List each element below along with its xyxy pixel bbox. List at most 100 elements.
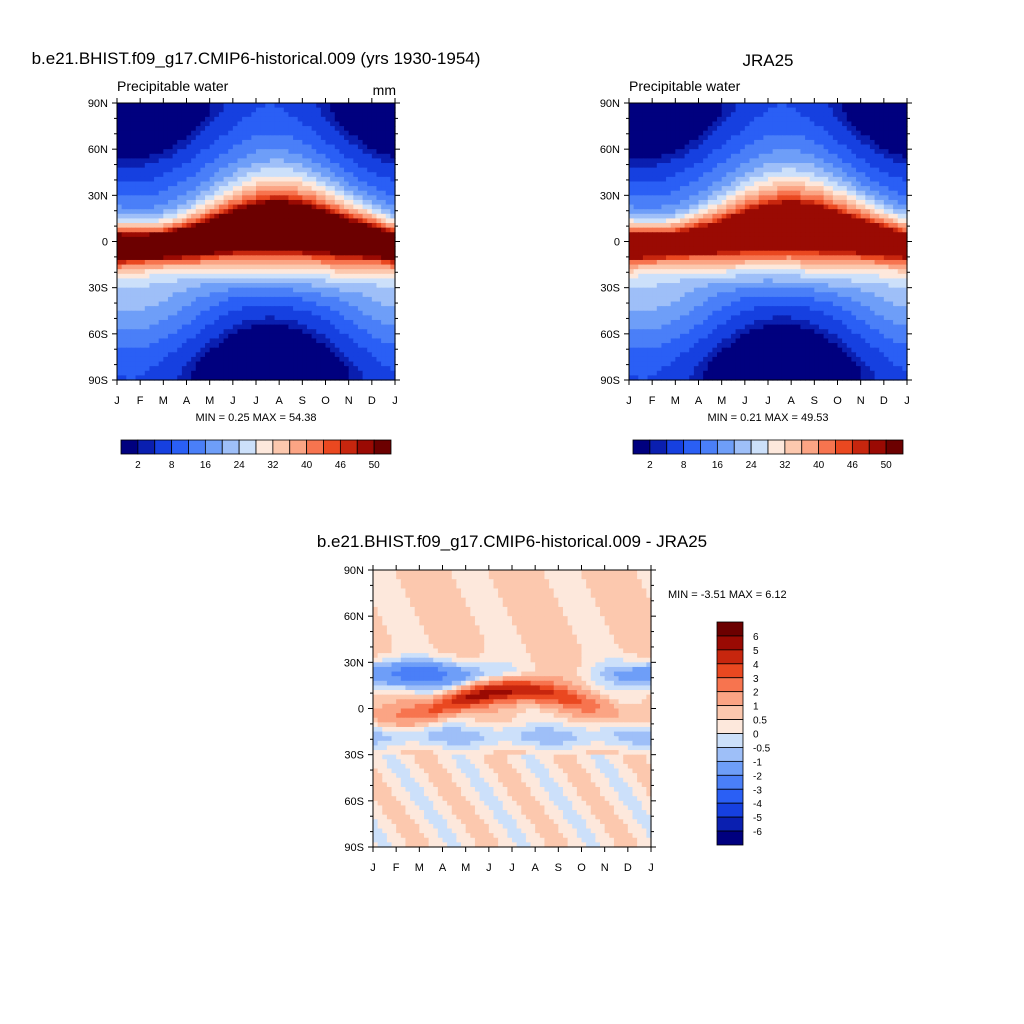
heatmap-cell bbox=[781, 153, 788, 159]
heatmap-cell bbox=[768, 195, 774, 201]
heatmap-cell bbox=[121, 375, 127, 381]
heatmap-cell bbox=[269, 319, 276, 326]
heatmap-cell bbox=[818, 195, 825, 201]
heatmap-cell bbox=[144, 112, 151, 118]
y-tick-label: 90S bbox=[88, 375, 108, 387]
heatmap-cell bbox=[158, 375, 164, 381]
heatmap-cell bbox=[357, 103, 364, 109]
heatmap-cell bbox=[763, 190, 769, 196]
colorbar-swatch bbox=[339, 439, 358, 455]
heatmap-cell bbox=[367, 139, 373, 146]
heatmap-cell bbox=[256, 186, 262, 192]
heatmap-cell bbox=[330, 278, 336, 284]
heatmap-cell bbox=[311, 139, 317, 146]
heatmap-cell bbox=[121, 306, 127, 312]
heatmap-cell bbox=[200, 176, 206, 183]
heatmap-cell bbox=[293, 181, 299, 187]
heatmap-cell bbox=[167, 366, 174, 372]
heatmap-cell bbox=[223, 232, 229, 238]
heatmap-cell bbox=[149, 283, 155, 289]
heatmap-cell bbox=[306, 356, 313, 363]
heatmap-cell bbox=[274, 255, 280, 261]
heatmap-cell bbox=[302, 144, 308, 150]
heatmap-cell bbox=[357, 250, 364, 256]
heatmap-cell bbox=[209, 375, 215, 381]
heatmap-cell bbox=[177, 186, 183, 192]
heatmap-cell bbox=[130, 158, 137, 164]
heatmap-cell bbox=[163, 186, 169, 192]
heatmap-cell bbox=[181, 306, 188, 312]
heatmap-cell bbox=[279, 232, 285, 238]
heatmap-cell bbox=[376, 264, 382, 270]
heatmap-cell bbox=[205, 241, 211, 247]
heatmap-cell bbox=[117, 301, 123, 307]
heatmap-cell bbox=[357, 181, 364, 187]
heatmap-cell bbox=[768, 107, 774, 113]
heatmap-cell bbox=[265, 356, 271, 363]
heatmap-cell bbox=[158, 103, 164, 109]
heatmap-cell bbox=[777, 130, 783, 136]
heatmap-cell bbox=[795, 144, 802, 150]
heatmap-cell bbox=[130, 255, 137, 261]
heatmap-cell bbox=[144, 167, 151, 173]
heatmap-cell bbox=[223, 241, 229, 247]
heatmap-cell bbox=[805, 144, 811, 150]
heatmap-cell bbox=[320, 241, 327, 247]
heatmap-cell bbox=[311, 347, 317, 353]
heatmap-cell bbox=[205, 292, 211, 298]
heatmap-cell bbox=[320, 273, 327, 280]
heatmap-cell bbox=[130, 186, 137, 192]
heatmap-cell bbox=[223, 213, 229, 220]
heatmap-cell bbox=[274, 296, 280, 303]
heatmap-cell bbox=[846, 176, 852, 183]
heatmap-cell bbox=[117, 167, 123, 173]
heatmap-cell bbox=[362, 199, 368, 206]
heatmap-cell bbox=[362, 283, 368, 289]
heatmap-cell bbox=[154, 209, 160, 215]
heatmap-cell bbox=[381, 121, 387, 127]
heatmap-cell bbox=[260, 264, 266, 270]
heatmap-cell bbox=[181, 259, 188, 266]
heatmap-cell bbox=[232, 269, 239, 275]
heatmap-cell bbox=[325, 232, 331, 238]
heatmap-cell bbox=[186, 121, 192, 127]
heatmap-cell bbox=[302, 213, 308, 220]
heatmap-cell bbox=[228, 236, 234, 243]
heatmap-cell bbox=[791, 126, 797, 132]
heatmap-cell bbox=[232, 306, 239, 312]
heatmap-cell bbox=[279, 324, 285, 330]
heatmap-cell bbox=[214, 227, 220, 233]
heatmap-cell bbox=[242, 227, 248, 233]
heatmap-cell bbox=[200, 264, 206, 270]
heatmap-cell bbox=[177, 356, 183, 363]
heatmap-cell bbox=[362, 195, 368, 201]
heatmap-cell bbox=[334, 107, 340, 113]
heatmap-cell bbox=[325, 319, 331, 326]
heatmap-cell bbox=[809, 186, 815, 192]
heatmap-cell bbox=[860, 153, 866, 159]
heatmap-cell bbox=[279, 301, 285, 307]
heatmap-cell bbox=[684, 190, 690, 196]
heatmap-cell bbox=[721, 153, 727, 159]
heatmap-cell bbox=[381, 103, 387, 109]
heatmap-cell bbox=[302, 167, 308, 173]
heatmap-cell bbox=[297, 130, 303, 136]
heatmap-cell bbox=[344, 255, 350, 261]
heatmap-cell bbox=[320, 292, 327, 298]
heatmap-cell bbox=[316, 172, 322, 178]
heatmap-cell bbox=[209, 273, 215, 280]
heatmap-cell bbox=[218, 195, 225, 201]
heatmap-cell bbox=[144, 158, 151, 164]
heatmap-cell bbox=[334, 195, 340, 201]
heatmap-cell bbox=[177, 209, 183, 215]
heatmap-cell bbox=[149, 121, 155, 127]
heatmap-cell bbox=[865, 135, 871, 141]
heatmap-cell bbox=[232, 126, 239, 132]
heatmap-cell bbox=[218, 107, 225, 113]
heatmap-cell bbox=[121, 273, 127, 280]
heatmap-cell bbox=[274, 347, 280, 353]
heatmap-cell bbox=[311, 324, 317, 330]
heatmap-cell bbox=[772, 190, 778, 196]
heatmap-cell bbox=[205, 255, 211, 261]
heatmap-cell bbox=[256, 135, 262, 141]
